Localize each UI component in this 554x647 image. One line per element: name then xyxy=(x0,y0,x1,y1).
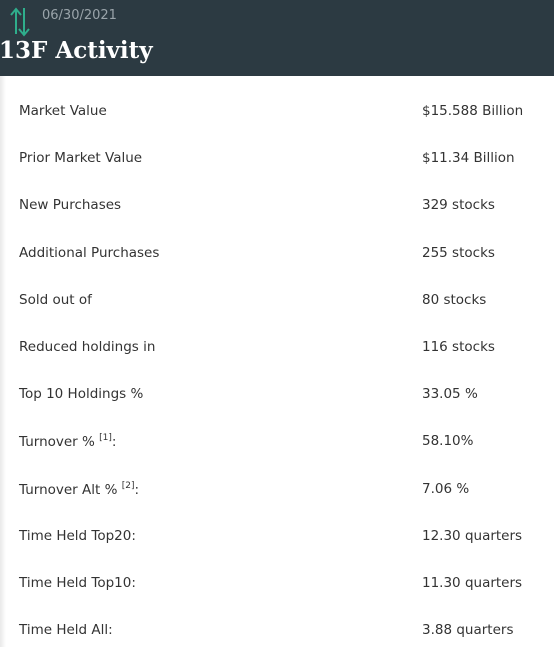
label-text: Turnover Alt % xyxy=(19,481,118,498)
row-value: 11.30 quarters xyxy=(422,575,523,591)
row: Top 10 Holdings % 33.05 % xyxy=(0,386,554,406)
row-label: Time Held All: xyxy=(19,622,113,638)
label-text: Time Held All: xyxy=(19,622,113,639)
date: 06/30/2021 xyxy=(42,8,117,23)
label-suffix: : xyxy=(134,481,140,498)
label-text: Time Held Top20: xyxy=(19,527,136,544)
row-label: Sold out of xyxy=(19,292,92,308)
activity-list: Market Value $15.588 Billion Prior Market … xyxy=(0,76,554,647)
row-value: 116 stocks xyxy=(422,339,495,355)
sort-icon xyxy=(10,7,30,37)
header: 06/30/2021 13F Activity xyxy=(0,0,554,76)
label-text: Market Value xyxy=(19,103,107,119)
footnote-ref: [2] xyxy=(121,480,135,491)
row: Time Held Top10: 11.30 quarters xyxy=(0,575,554,595)
title: 13F Activity xyxy=(0,37,153,64)
label-text: Sold out of xyxy=(19,291,92,308)
label-text: Additional Purchases xyxy=(19,244,160,261)
row: Time Held All: 3.88 quarters xyxy=(0,622,554,642)
row: Turnover Alt % [2]: 7.06 % xyxy=(0,481,554,501)
label-text: Top 10 Holdings % xyxy=(19,386,144,403)
row: Sold out of 80 stocks xyxy=(0,292,554,312)
row: Turnover % [1]: 58.10% xyxy=(0,433,554,453)
row-value: $15.588 Billion xyxy=(422,103,524,119)
row-value: 33.05 % xyxy=(422,386,478,403)
row-value: 12.30 quarters xyxy=(422,527,523,544)
row-label: Time Held Top20: xyxy=(19,528,136,544)
label-text: Time Held Top10: xyxy=(19,575,136,591)
row-value: 329 stocks xyxy=(422,197,495,214)
row-label: Market Value xyxy=(19,103,107,119)
row-value: 58.10% xyxy=(422,433,474,450)
row-value: 7.06 % xyxy=(422,480,470,497)
row-value: 255 stocks xyxy=(422,244,495,261)
row-label: Turnover Alt % [2]: xyxy=(19,481,139,498)
row-value: 3.88 quarters xyxy=(422,622,514,639)
row: Prior Market Value $11.34 Billion xyxy=(0,150,554,170)
label-text: Turnover % xyxy=(19,434,95,451)
row-value: $11.34 Billion xyxy=(422,150,515,167)
row: Market Value $15.588 Billion xyxy=(0,103,554,123)
label-text: Prior Market Value xyxy=(19,150,143,167)
row: Reduced holdings in 116 stocks xyxy=(0,339,554,359)
row-label: Prior Market Value xyxy=(19,150,142,166)
footnote-ref: [1] xyxy=(99,433,112,444)
row-value: 80 stocks xyxy=(422,291,487,308)
row-label: New Purchases xyxy=(19,197,121,213)
label-text: New Purchases xyxy=(19,197,122,214)
row-label: Reduced holdings in xyxy=(19,339,155,355)
row: New Purchases 329 stocks xyxy=(0,197,554,217)
row-label: Turnover % [1]: xyxy=(19,433,116,450)
row: Additional Purchases 255 stocks xyxy=(0,245,554,265)
row-label: Top 10 Holdings % xyxy=(19,386,143,402)
row-label: Time Held Top10: xyxy=(19,575,136,591)
row: Time Held Top20: 12.30 quarters xyxy=(0,528,554,548)
label-text: Reduced holdings in xyxy=(19,339,156,355)
row-label: Additional Purchases xyxy=(19,245,159,261)
label-suffix: : xyxy=(111,434,117,451)
